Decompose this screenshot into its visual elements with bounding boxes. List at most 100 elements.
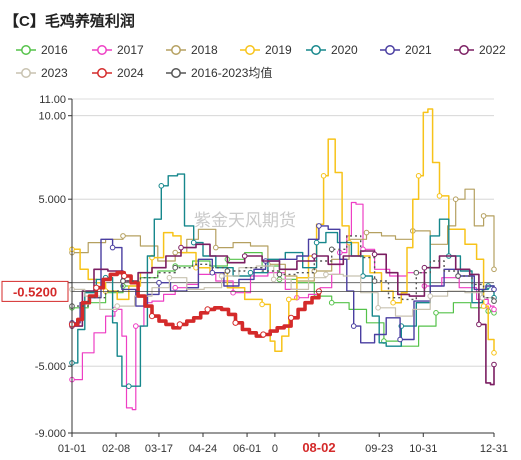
series-point [148,313,156,320]
series-point [224,268,231,274]
legend-marker [245,45,255,55]
series-point [350,323,357,329]
series-point [120,278,126,284]
series-point [121,272,128,280]
series-point [363,229,370,236]
series-point [288,314,295,321]
legend-marker [311,45,321,55]
series-point [218,273,225,279]
x-tick-label: 06-01 [233,443,261,455]
series-point [176,321,183,328]
legend-label: 2024 [117,66,144,80]
series-point [109,244,116,251]
series-group [68,108,497,411]
y-tick-label: -9.000 [35,428,66,440]
series-point [247,269,254,276]
series-point [259,301,265,308]
series-point [316,223,322,229]
series-point [120,233,126,239]
series-point [311,253,318,259]
series-point [390,299,396,306]
series-point [375,305,381,311]
series-point [209,269,216,276]
axes: -9.000 -5.000 5.000 10.00 11.00 01-01 02-08 03-… [35,94,508,455]
watermark: 紫金天风期货 [194,211,296,231]
chart-title: 【C】毛鸡养殖利润 [4,12,135,30]
series-point [452,196,459,202]
series-point [172,264,178,271]
current-value-label: -0.5200 [13,284,57,299]
legend-label: 2023 [41,66,68,80]
current-value-box [1,280,69,302]
legend-marker [385,45,395,55]
legend-label: 2016-2023均值 [191,65,272,80]
series-point [413,269,420,276]
series-point [421,264,428,271]
x-tick-label: 02-08 [102,443,130,455]
series-point [491,350,497,356]
series-point [126,383,132,390]
series-point [476,321,482,328]
series-point [328,246,335,253]
series-point [427,293,434,299]
series-point [371,278,378,284]
legend-marker [21,68,31,78]
series-point [260,331,267,338]
x-tick-label: 10-31 [409,443,437,455]
series-point [114,303,120,309]
series-point [491,298,497,304]
series-line [72,243,495,386]
series-point [232,319,239,326]
legend-label: 2022 [479,43,506,57]
series-point [480,213,487,219]
series-point [491,266,497,273]
series-line [72,270,321,338]
legend-label: 2019 [265,43,292,57]
x-tick-label: 09-23 [365,443,393,455]
legend-label: 2017 [117,43,144,57]
series-point [360,273,366,279]
series-point [371,251,378,258]
series-point [276,271,283,278]
series-point [323,271,329,278]
legend-label: 2018 [191,43,218,57]
legend-label: 2020 [331,43,358,57]
current-value-marker: -0.5200 [1,280,494,302]
series-point [320,173,327,179]
y-tick-label: -5.000 [35,361,66,373]
x-tick-label: 03-17 [145,443,173,455]
series-point [193,264,199,271]
series-point [328,299,335,306]
series-point [158,183,165,189]
legend-marker [171,45,181,55]
y-tick-label: 5.000 [38,194,66,206]
series-point [166,274,173,281]
series-point [286,296,292,303]
series-point [190,239,197,246]
series-point [433,310,439,316]
series-point [241,253,248,259]
legend-marker [97,68,107,78]
legend-label: 2021 [405,43,432,57]
series-point [480,303,487,309]
series-point [491,306,497,313]
legend-marker [459,45,469,55]
legend-marker [21,45,31,55]
series-point [270,276,277,283]
y-tick-label: 10.00 [38,111,66,123]
series-point [204,306,211,313]
x-tick-label: 04-24 [189,443,217,455]
series-line [72,235,495,307]
legend-label: 2016 [41,43,68,57]
series-point [415,173,422,179]
series-point [313,239,320,246]
legend-marker [97,45,107,55]
series-point [178,244,184,251]
x-tick-label-highlight: 08-02 [302,440,335,455]
series-point [172,284,178,291]
series-point [172,249,178,256]
series-point [491,361,497,368]
series-point [213,244,219,251]
series-line [72,225,495,344]
